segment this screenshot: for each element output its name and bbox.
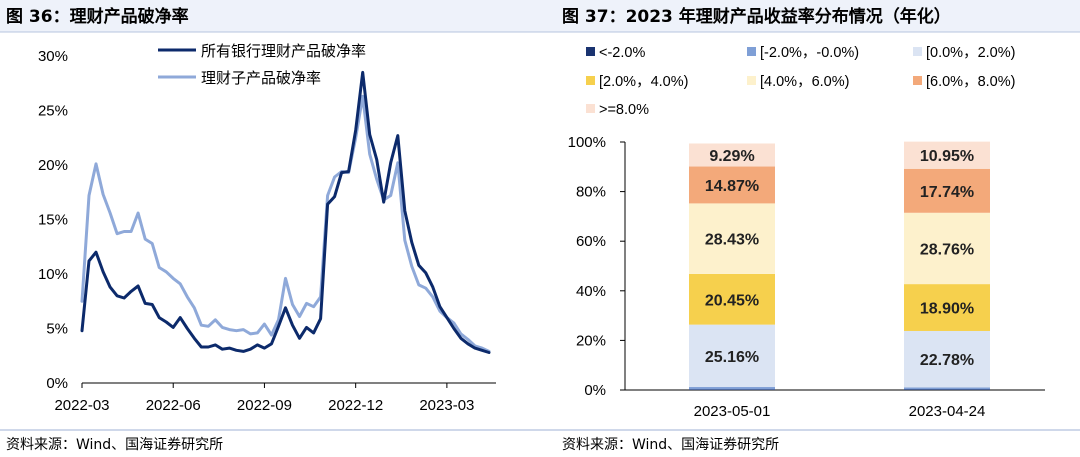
bar-segment: [904, 168, 990, 213]
left-y-axis-ticks: 0% 5% 10% 15% 20% 25% 30%: [38, 48, 68, 392]
line-series-group: [80, 70, 491, 354]
right-y-tick-label: 80%: [576, 184, 606, 201]
bar-segment: [689, 166, 775, 204]
left-x-tick-label: 2022-12: [328, 397, 383, 414]
left-legend: 所有银行理财产品破净率 理财子产品破净率: [158, 42, 366, 87]
legend-label: [2.0%，4.0%): [599, 74, 688, 90]
bar-segment: [904, 212, 990, 285]
right-x-tick-label: 2023-05-01: [694, 403, 771, 420]
right-y-tick-label: 0%: [584, 382, 606, 399]
left-x-tick-label: 2022-03: [54, 397, 109, 414]
bar-segment: [689, 324, 775, 388]
bar-data-label: 22.78%: [920, 352, 974, 369]
bar-data-label: 28.43%: [705, 232, 759, 249]
bar-data-label: 20.45%: [705, 292, 759, 309]
bar-segment: [689, 387, 775, 390]
left-y-tick-label: 0%: [46, 375, 68, 392]
right-y-tick-label: 60%: [576, 233, 606, 250]
right-legend: <-2.0% [-2.0%，-0.0%) [0.0%，2.0%) [2.0%，4.0%…: [586, 45, 1015, 118]
legend-label-series-sub: 理财子产品破净率: [201, 69, 321, 87]
bar-segment: [904, 141, 990, 169]
right-y-tick-label: 20%: [576, 332, 606, 349]
left-x-axis-ticks: 2022-03 2022-06 2022-09 2022-12 2023-03: [54, 383, 474, 414]
legend-label-series-all: 所有银行理财产品破净率: [201, 42, 366, 60]
left-x-tick-label: 2022-06: [146, 397, 201, 414]
header-band: [0, 0, 1080, 32]
right-chart-title: 图 37：2023 年理财产品收益率分布情况（年化）: [562, 6, 951, 27]
right-y-tick-label: 40%: [576, 283, 606, 300]
legend-label: <-2.0%: [599, 45, 645, 61]
bar-data-label: 17.74%: [920, 184, 974, 201]
bar-data-label: 14.87%: [705, 178, 759, 195]
line-chart: 0%5%10%15%20%25%30% 2022-03 2022-06 2022-0…: [38, 42, 496, 414]
left-source-note: 资料来源：Wind、国海证券研究所: [6, 437, 223, 453]
left-y-tick-label: 5%: [46, 321, 68, 338]
right-y-tick-label: 100%: [568, 134, 606, 151]
bar-data-label: 18.90%: [920, 301, 974, 318]
series-line-all-banks: [80, 70, 491, 354]
bar-segment: [689, 273, 775, 325]
bar-data-label: 9.29%: [709, 148, 754, 165]
bar-data-label: 28.76%: [920, 241, 974, 258]
legend-label: [0.0%，2.0%): [926, 45, 1015, 61]
left-x-tick-label: 2022-09: [237, 397, 292, 414]
left-y-tick-label: 25%: [38, 103, 68, 120]
left-y-tick-label: 15%: [38, 212, 68, 229]
bar-segment: [904, 330, 990, 388]
legend-swatch: [586, 104, 595, 113]
bar-segment: [904, 284, 990, 331]
legend-swatch: [747, 76, 756, 85]
legend-swatch: [913, 47, 922, 56]
right-y-axis-ticks: 0% 20% 40% 60% 80% 100%: [568, 134, 625, 399]
series-line-subsidiaries: [80, 94, 491, 353]
bar-data-label: 10.95%: [920, 148, 974, 165]
bar-segment: [904, 387, 990, 390]
bar-segment: [689, 203, 775, 274]
legend-swatch: [586, 76, 595, 85]
bar-data-label: 25.16%: [705, 349, 759, 366]
legend-swatch: [747, 47, 756, 56]
right-x-tick-label: 2023-04-24: [909, 403, 986, 420]
stacked-bar-chart: <-2.0% [-2.0%，-0.0%) [0.0%，2.0%) [2.0%，4.0%…: [568, 45, 1045, 420]
legend-label: [6.0%，8.0%): [926, 74, 1015, 90]
left-y-tick-label: 30%: [38, 48, 68, 65]
bar-segment: [904, 389, 990, 390]
legend-swatch: [586, 47, 595, 56]
left-y-tick-label: 20%: [38, 157, 68, 174]
bar-group: 25.16% 20.45% 28.43% 14.87% 9.29% 22.78% 18.90…: [689, 141, 990, 390]
bar-segment: [689, 143, 775, 167]
right-x-axis-ticks: 2023-05-01 2023-04-24: [694, 403, 986, 420]
legend-label: >=8.0%: [599, 102, 649, 118]
legend-swatch: [913, 76, 922, 85]
bar-segment: [689, 389, 775, 390]
right-source-note: 资料来源：Wind、国海证券研究所: [562, 437, 779, 453]
legend-label: [4.0%，6.0%): [760, 74, 849, 90]
left-chart-title: 图 36：理财产品破净率: [6, 6, 189, 27]
left-y-tick-label: 10%: [38, 266, 68, 283]
legend-label: [-2.0%，-0.0%): [760, 45, 859, 61]
left-x-tick-label: 2023-03: [419, 397, 474, 414]
